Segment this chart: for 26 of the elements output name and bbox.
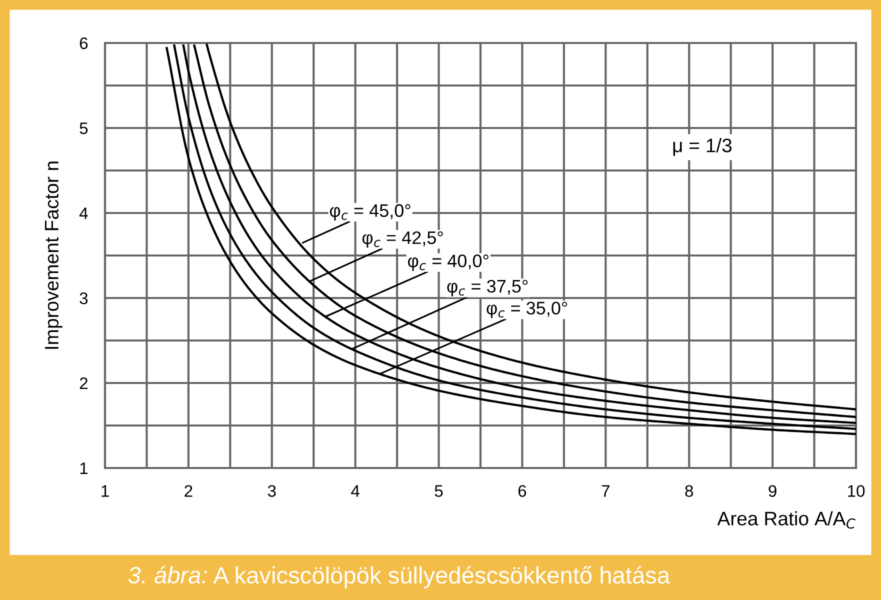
x-tick-label: 9 bbox=[768, 485, 776, 497]
annotation: μ = 1/3 bbox=[673, 138, 732, 156]
x-tick-label: 7 bbox=[602, 485, 610, 497]
x-tick-label: 6 bbox=[518, 485, 526, 497]
text: 3. ábra: bbox=[128, 566, 207, 584]
y-tick-label: 4 bbox=[79, 208, 88, 220]
x-tick-label: 3 bbox=[268, 485, 276, 497]
annotation: φ$_{c}$ = 37,5° bbox=[447, 280, 528, 296]
x-tick-label: 4 bbox=[351, 485, 360, 497]
y-axis-title: Improvement Factor n bbox=[44, 162, 62, 349]
y-tick-label: 6 bbox=[80, 37, 88, 50]
y-tick-label: 1 bbox=[80, 462, 88, 474]
y-tick-label: 3 bbox=[80, 292, 88, 304]
x-tick-label: 1 bbox=[102, 485, 109, 497]
x-tick-label: 2 bbox=[184, 485, 192, 497]
x-tick-label: 10 bbox=[848, 485, 865, 497]
y-tick-label: 2 bbox=[80, 377, 88, 390]
annotation: φ$_{c}$ = 40,0° bbox=[408, 254, 488, 271]
annotation: φ$_{c}$ = 35,0° bbox=[486, 302, 568, 318]
x-axis-title: Area Ratio A/A$_{C}$ bbox=[717, 511, 856, 529]
annotation: φ$_{c}$ = 42,5° bbox=[362, 231, 443, 248]
annotation: φ$_{c}$ = 45,0° bbox=[330, 204, 410, 221]
x-tick-label: 8 bbox=[685, 485, 694, 497]
x-tick-label: 5 bbox=[434, 485, 443, 497]
text: A kavicscölöpök süllyedéscsökkentő hatása bbox=[213, 566, 670, 588]
y-tick-label: 5 bbox=[80, 122, 88, 134]
